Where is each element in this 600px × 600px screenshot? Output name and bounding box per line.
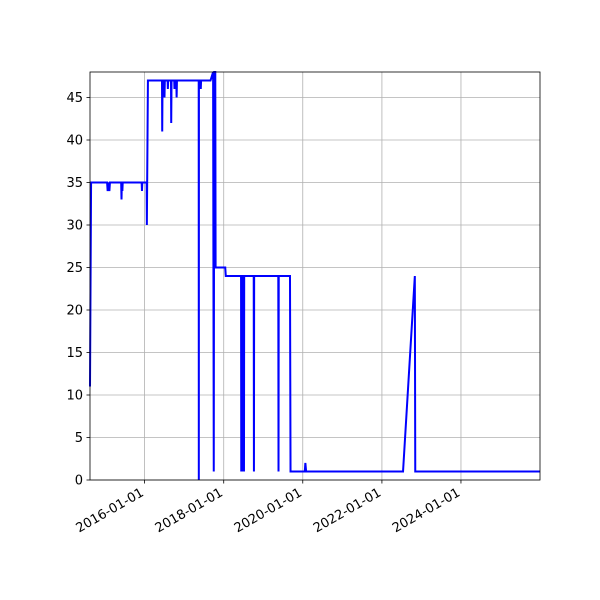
x-tick-label: 2022-01-01: [311, 485, 384, 536]
grid: [90, 72, 540, 481]
x-tick-label: 2018-01-01: [153, 485, 226, 536]
y-tick-label: 5: [75, 431, 83, 446]
axes-border: [89, 71, 541, 481]
y-tick-label: 25: [66, 261, 83, 276]
x-tick-label: 2020-01-01: [232, 485, 305, 536]
plot-background: [90, 72, 540, 480]
y-tick-label: 45: [66, 91, 83, 106]
x-tick-label: 2024-01-01: [390, 485, 463, 536]
y-tick-label: 35: [66, 176, 83, 191]
y-tick-label: 15: [66, 346, 83, 361]
y-tick-label: 10: [66, 389, 83, 404]
y-tick-label: 30: [66, 219, 83, 234]
axes-frame: [89, 71, 541, 481]
x-tick-label: 2016-01-01: [74, 485, 147, 536]
y-tick-label: 20: [66, 304, 83, 319]
y-tick-label: 0: [75, 474, 83, 489]
y-tick-label: 40: [66, 134, 83, 149]
